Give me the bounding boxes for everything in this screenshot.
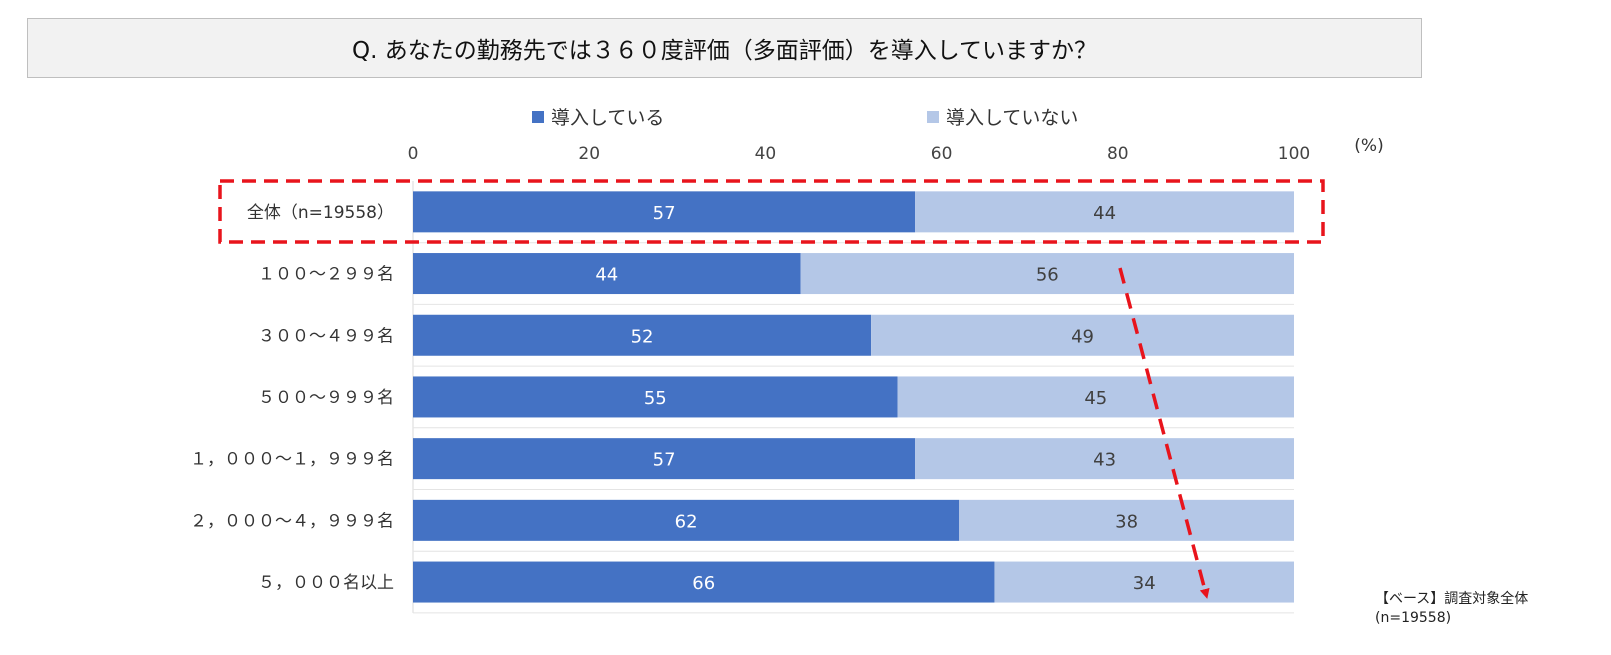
base-note-line1: 【ベース】調査対象全体 <box>1375 591 1529 607</box>
bar-introduced <box>413 499 960 541</box>
base-note-line2: (n=19558) <box>1375 610 1452 626</box>
bar-introduced <box>413 561 995 603</box>
bar-not-introduced <box>959 499 1294 541</box>
bar-not-introduced <box>915 191 1294 233</box>
bars: 全体（n=19558） 57 44 １００～２９９名 44 56 ３００～４９９名 52 49 ５… <box>190 191 1294 614</box>
x-tick-label: 60 <box>931 144 953 164</box>
data-label-not-introduced: 45 <box>1084 388 1107 409</box>
data-label-not-introduced: 56 <box>1036 265 1059 286</box>
legend-swatch-1 <box>532 111 544 123</box>
category-label: ２，０００～４，９９９名 <box>190 511 394 531</box>
category-label: １，０００～１，９９９名 <box>190 450 394 470</box>
legend-label-2: 導入していない <box>946 107 1078 129</box>
bar-introduced <box>413 438 916 480</box>
bar-not-introduced <box>800 253 1294 295</box>
bar-introduced <box>413 376 898 418</box>
data-label-introduced: 57 <box>653 450 676 471</box>
data-label-not-introduced: 44 <box>1093 203 1116 224</box>
x-tick-label: 40 <box>755 144 777 164</box>
annotations <box>218 179 1325 599</box>
bar-introduced <box>413 253 801 295</box>
x-tick-label: 80 <box>1107 144 1129 164</box>
base-note: 【ベース】調査対象全体 (n=19558) <box>1375 590 1528 628</box>
total-highlight-box <box>218 179 1325 244</box>
category-label: ３００～４９９名 <box>258 326 394 346</box>
bar-introduced <box>413 191 916 233</box>
data-label-introduced: 57 <box>653 203 676 224</box>
x-tick-label: 20 <box>578 144 600 164</box>
x-tick-label: 100 <box>1278 144 1310 164</box>
question-title: Q. あなたの勤務先では３６０度評価（多面評価）を導入していますか？ <box>27 18 1422 78</box>
data-label-introduced: 44 <box>595 265 618 286</box>
legend-swatch-2 <box>927 111 939 123</box>
trend-arrow <box>1118 267 1210 599</box>
category-label: 全体（n=19558） <box>247 203 394 223</box>
data-label-not-introduced: 34 <box>1133 573 1156 594</box>
category-label: １００～２９９名 <box>258 265 394 285</box>
bar-not-introduced <box>897 376 1294 418</box>
x-tick-label: 0 <box>408 144 419 164</box>
bar-not-introduced <box>915 438 1294 480</box>
data-label-introduced: 52 <box>631 326 654 347</box>
category-label: ５００～９９９名 <box>258 388 394 408</box>
data-label-introduced: 62 <box>675 511 698 532</box>
category-label: ５，０００名以上 <box>258 573 394 593</box>
data-label-introduced: 66 <box>692 573 715 594</box>
bar-not-introduced <box>871 314 1294 356</box>
data-label-not-introduced: 38 <box>1115 511 1138 532</box>
legend: 導入している 導入していない <box>532 107 1078 129</box>
data-label-not-introduced: 43 <box>1093 450 1116 471</box>
legend-label-1: 導入している <box>551 107 664 129</box>
unit-label: (%) <box>1354 136 1383 156</box>
bar-not-introduced <box>994 561 1294 603</box>
data-label-not-introduced: 49 <box>1071 326 1094 347</box>
bar-introduced <box>413 314 872 356</box>
data-label-introduced: 55 <box>644 388 667 409</box>
